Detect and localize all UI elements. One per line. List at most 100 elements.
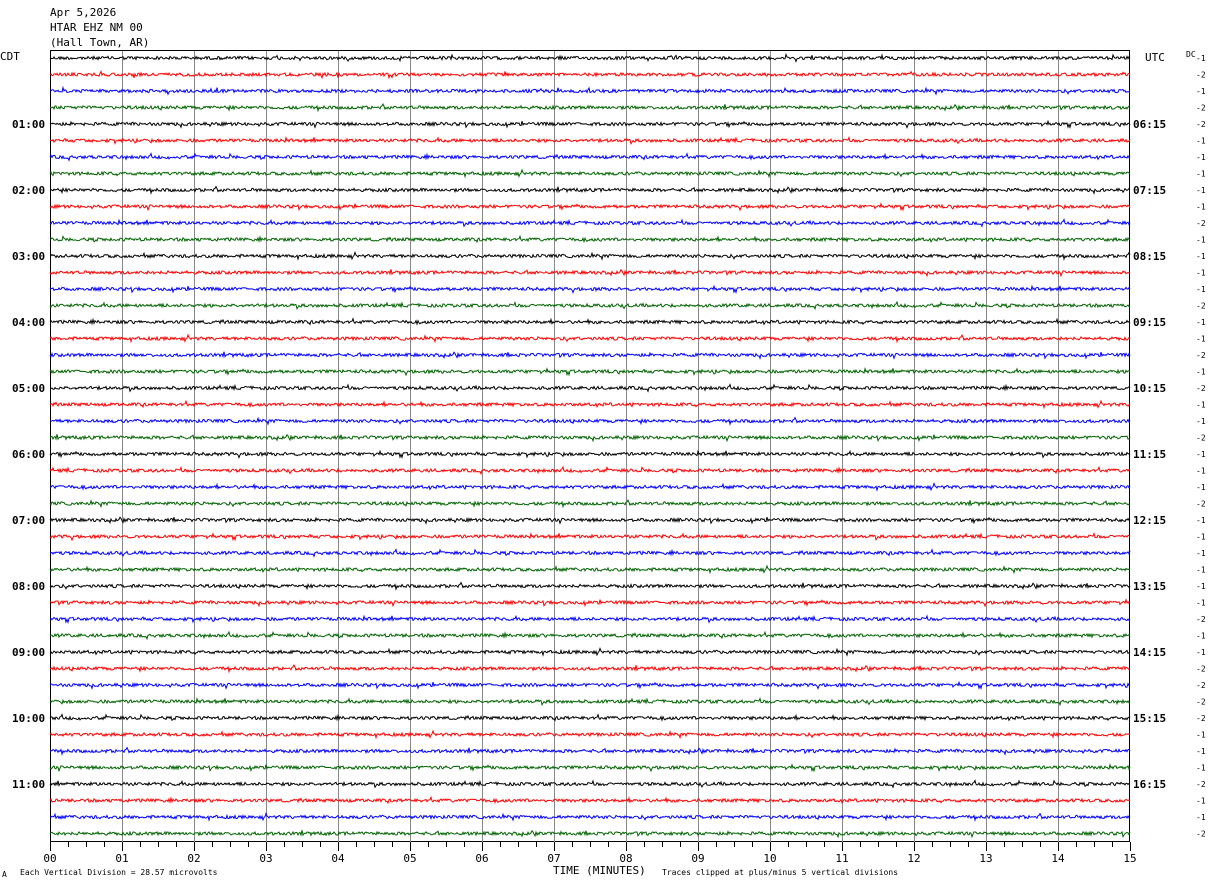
trace-12 bbox=[49, 234, 1131, 244]
dc-offset-label: -1 bbox=[1196, 599, 1206, 608]
dc-offset-label: -1 bbox=[1196, 236, 1206, 245]
left-hour-label: 03:00 bbox=[12, 250, 45, 263]
right-hour-label: 11:15 bbox=[1133, 448, 1166, 461]
right-hour-label: 15:15 bbox=[1133, 712, 1166, 725]
dc-offset-label: -2 bbox=[1196, 681, 1206, 690]
dc-offset-label: -1 bbox=[1196, 632, 1206, 641]
left-hour-label: 04:00 bbox=[12, 316, 45, 329]
x-tick-label: 00 bbox=[43, 852, 56, 865]
dc-offset-label: -1 bbox=[1196, 549, 1206, 558]
dc-offset-label: -1 bbox=[1196, 318, 1206, 327]
trace-35 bbox=[49, 614, 1131, 625]
right-hour-label: 13:15 bbox=[1133, 580, 1166, 593]
dc-offset-label: -1 bbox=[1196, 269, 1206, 278]
left-hour-label: 06:00 bbox=[12, 448, 45, 461]
right-hour-label: 10:15 bbox=[1133, 382, 1166, 395]
right-hour-label: 12:15 bbox=[1133, 514, 1166, 527]
dc-offset-label: -1 bbox=[1196, 153, 1206, 162]
dc-offset-label: -1 bbox=[1196, 252, 1206, 261]
header-location: (Hall Town, AR) bbox=[50, 36, 149, 49]
x-tick-label: 01 bbox=[115, 852, 128, 865]
x-tick-label: 11 bbox=[835, 852, 848, 865]
dc-offset-label: -2 bbox=[1196, 104, 1206, 113]
dc-offset-label: -1 bbox=[1196, 813, 1206, 822]
x-axis: 00 01 02 03 04 05 06 07 08 09 10 11 12 13 14 15 bbox=[43, 842, 1137, 865]
trace-30 bbox=[49, 531, 1131, 542]
dc-offset-label: -2 bbox=[1196, 665, 1206, 674]
trace-46 bbox=[49, 795, 1131, 805]
dc-offset-label: -1 bbox=[1196, 368, 1206, 377]
dc-offset-label: -2 bbox=[1196, 714, 1206, 723]
dc-offset-label: -2 bbox=[1196, 120, 1206, 129]
x-tick-label: 04 bbox=[331, 852, 345, 865]
trace-36 bbox=[49, 630, 1131, 641]
minute-gridlines bbox=[122, 51, 1059, 842]
trace-26 bbox=[49, 465, 1131, 476]
dc-offset-label: -2 bbox=[1196, 698, 1206, 707]
trace-3 bbox=[49, 85, 1131, 96]
trace-47 bbox=[49, 812, 1131, 823]
trace-33 bbox=[49, 581, 1131, 592]
clip-note: Traces clipped at plus/minus 5 vertical … bbox=[662, 868, 898, 877]
dc-offset-label: -1 bbox=[1196, 170, 1206, 179]
right-hour-label: 16:15 bbox=[1133, 778, 1166, 791]
trace-19 bbox=[49, 351, 1131, 360]
trace-9 bbox=[49, 185, 1131, 196]
x-tick-label: 15 bbox=[1123, 852, 1136, 865]
trace-16 bbox=[49, 300, 1131, 311]
dc-offset-label: -1 bbox=[1196, 648, 1206, 657]
x-tick-label: 09 bbox=[691, 852, 704, 865]
dc-offset-label: -2 bbox=[1196, 500, 1206, 509]
header-date: Apr 5,2026 bbox=[50, 6, 116, 19]
right-hour-label: 07:15 bbox=[1133, 184, 1166, 197]
dc-offset-label: -1 bbox=[1196, 285, 1206, 294]
trace-44 bbox=[49, 762, 1131, 773]
x-tick-label: 10 bbox=[763, 852, 776, 865]
left-hour-labels: 01:00 02:00 03:00 04:00 05:00 06:00 07:00 08:00… bbox=[12, 118, 45, 791]
dc-offset-label: -2 bbox=[1196, 384, 1206, 393]
trace-1 bbox=[49, 52, 1131, 63]
left-hour-label: 02:00 bbox=[12, 184, 45, 197]
trace-11 bbox=[49, 218, 1131, 228]
trace-8 bbox=[49, 168, 1131, 179]
dc-offset-label: -1 bbox=[1196, 203, 1206, 212]
left-hour-label: 11:00 bbox=[12, 778, 45, 791]
x-tick-label: 08 bbox=[619, 852, 632, 865]
plot-frame bbox=[50, 50, 1130, 842]
trace-2 bbox=[49, 69, 1131, 80]
left-hour-label: 07:00 bbox=[12, 514, 45, 527]
dc-offset-label: -1 bbox=[1196, 747, 1206, 756]
right-timezone-label: UTC bbox=[1145, 51, 1165, 64]
left-timezone-label: CDT bbox=[0, 50, 20, 63]
dc-label: DC bbox=[1186, 50, 1196, 59]
dc-offset-label: -1 bbox=[1196, 764, 1206, 773]
trace-20 bbox=[49, 366, 1131, 377]
left-hour-label: 09:00 bbox=[12, 646, 45, 659]
scale-note: Each Vertical Division = 28.57 microvolt… bbox=[20, 868, 218, 877]
trace-4 bbox=[49, 102, 1131, 113]
dc-offset-label: -1 bbox=[1196, 54, 1206, 63]
dc-offset-label: -1 bbox=[1196, 401, 1206, 410]
dc-offset-label: -1 bbox=[1196, 335, 1206, 344]
dc-offset-label: -1 bbox=[1196, 467, 1206, 476]
dc-offset-label: -2 bbox=[1196, 830, 1206, 839]
trace-23 bbox=[49, 416, 1131, 427]
right-hour-label: 14:15 bbox=[1133, 646, 1166, 659]
trace-32 bbox=[49, 564, 1131, 575]
trace-28 bbox=[49, 498, 1131, 509]
right-hour-label: 08:15 bbox=[1133, 250, 1166, 263]
dc-offset-label: -1 bbox=[1196, 450, 1206, 459]
dc-offset-labels: -1 -2 -1 -2 -2 -1 -1 -1 -1 -1 -2 -1 -1 -1 -1 -2 -1 -1 -2 -1… bbox=[1196, 54, 1206, 839]
x-tick-label: 13 bbox=[979, 852, 992, 865]
x-tick-label: 07 bbox=[547, 852, 560, 865]
trace-39 bbox=[49, 680, 1131, 691]
left-hour-label: 05:00 bbox=[12, 382, 45, 395]
trace-34 bbox=[49, 598, 1131, 608]
dc-offset-label: -1 bbox=[1196, 566, 1206, 575]
dc-offset-label: -1 bbox=[1196, 483, 1206, 492]
trace-7 bbox=[49, 152, 1131, 162]
seismic-traces bbox=[49, 52, 1131, 839]
trace-41 bbox=[49, 713, 1131, 722]
trace-25 bbox=[49, 449, 1131, 460]
left-hour-label: 10:00 bbox=[12, 712, 45, 725]
